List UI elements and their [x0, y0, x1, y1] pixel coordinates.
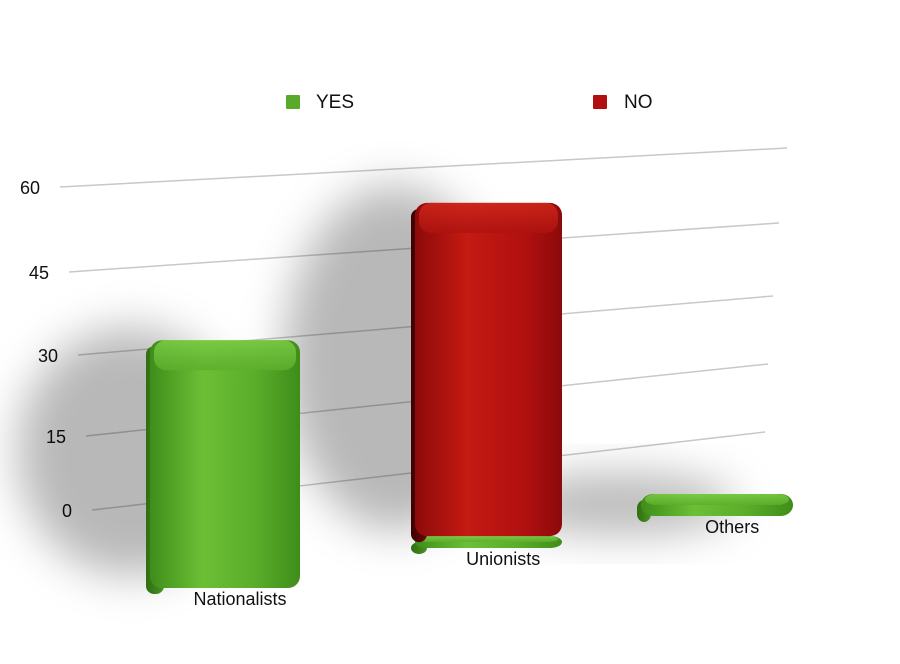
- bar-unionists-no[interactable]: [411, 202, 562, 543]
- bar-top: [419, 202, 558, 233]
- legend: YES NO: [286, 92, 653, 113]
- x-tick-label: Nationalists: [193, 589, 286, 609]
- gridline: [59, 147, 788, 188]
- legend-item-no[interactable]: NO: [593, 92, 653, 113]
- x-axis-labels: Nationalists Unionists Others: [193, 517, 759, 609]
- y-tick-label: 60: [20, 178, 40, 198]
- x-tick-label: Unionists: [466, 549, 540, 569]
- bar-face: [415, 202, 562, 537]
- legend-swatch-yes: [286, 95, 300, 109]
- bar-top: [419, 536, 558, 543]
- legend-item-yes[interactable]: YES: [286, 92, 354, 113]
- bar-shadow: [507, 473, 735, 534]
- bar-face: [150, 340, 300, 588]
- bar-others-yes[interactable]: [637, 494, 793, 522]
- bar-top: [154, 340, 296, 371]
- bar-top: [645, 494, 789, 505]
- bars: [146, 202, 793, 594]
- legend-label-yes: YES: [316, 92, 354, 113]
- legend-swatch-no: [593, 95, 607, 109]
- bar-shadows: [17, 185, 735, 576]
- y-tick-label: 45: [29, 263, 49, 283]
- y-tick-label: 30: [38, 346, 58, 366]
- bar-nationalists-yes[interactable]: [146, 340, 300, 594]
- legend-label-no: NO: [624, 92, 653, 113]
- x-tick-label: Others: [705, 517, 759, 537]
- bar-unionists-yes[interactable]: [411, 536, 562, 554]
